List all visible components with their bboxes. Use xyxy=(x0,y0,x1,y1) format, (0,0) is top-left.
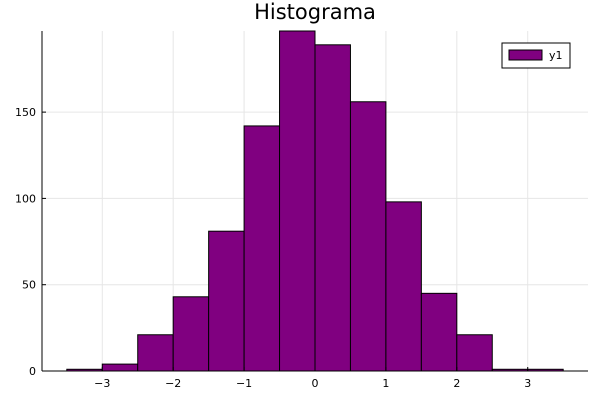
x-tick-label-2: −1 xyxy=(236,377,252,390)
histogram-bar-6 xyxy=(279,30,316,372)
x-tick-label-1: −2 xyxy=(165,377,181,390)
x-tick-label-3: 0 xyxy=(312,377,319,390)
tick-labels: −3 −2 −1 0 1 2 3 0 50 100 150 xyxy=(15,106,531,390)
histogram-bar-7 xyxy=(314,44,351,372)
x-tick-label-0: −3 xyxy=(94,377,110,390)
histogram-bar-9 xyxy=(385,201,422,372)
histogram-bar-10 xyxy=(420,292,458,372)
y-tick-label-3: 150 xyxy=(15,106,36,119)
histogram-bar-1 xyxy=(101,363,139,372)
axes xyxy=(41,31,588,372)
chart-title: Histograma xyxy=(254,0,376,24)
histogram-bars xyxy=(66,30,564,372)
x-tick-label-6: 3 xyxy=(524,377,531,390)
histogram-bar-3 xyxy=(172,296,210,372)
legend: y1 xyxy=(501,42,571,69)
histogram-bar-8 xyxy=(349,101,387,372)
histogram-bar-11 xyxy=(456,334,493,372)
x-tick-label-5: 2 xyxy=(453,377,460,390)
y-tick-label-1: 50 xyxy=(22,279,36,292)
histogram-bar-2 xyxy=(137,334,174,372)
y-tick-label-0: 0 xyxy=(29,365,36,378)
histogram-bar-4 xyxy=(208,230,245,372)
y-tick-label-2: 100 xyxy=(15,192,36,205)
legend-label-y1: y1 xyxy=(549,49,563,62)
x-tick-label-4: 1 xyxy=(382,377,389,390)
histogram-bar-5 xyxy=(243,125,281,372)
legend-swatch-y1 xyxy=(508,49,543,61)
